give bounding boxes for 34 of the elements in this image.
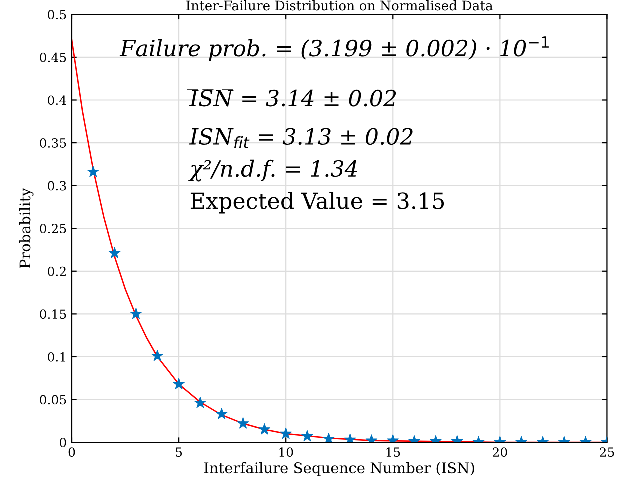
y-tick-label: 0.05	[40, 395, 66, 405]
chart-title: Inter-Failure Distribution on Normalised Data	[186, 0, 494, 11]
point	[173, 378, 185, 390]
y-axis-title: Probability	[19, 188, 34, 268]
annotation: Expected Value = 3.15	[190, 192, 444, 214]
point	[216, 408, 228, 420]
annotation: I̅S̅N̅ = 3.14 ± 0.02	[187, 90, 396, 107]
y-tick-label: 0.35	[40, 138, 66, 148]
y-tick-label: 0.15	[40, 310, 66, 320]
annotation: χ²/n.d.f. = 1.34	[188, 160, 358, 182]
point	[152, 350, 164, 362]
point	[130, 308, 142, 320]
y-tick-label: 0.45	[40, 52, 66, 62]
x-tick-label: 25	[600, 448, 614, 458]
y-tick-label: 0.3	[48, 181, 66, 191]
y-tick-label: 0	[60, 438, 66, 448]
x-tick-label: 0	[68, 448, 76, 458]
y-tick-label: 0.25	[40, 224, 66, 234]
x-axis-title: Interfailure Sequence Number (ISN)	[204, 462, 474, 476]
x-tick-label: 15	[386, 448, 400, 458]
point	[344, 434, 356, 443]
x-tick-label: 5	[176, 448, 182, 458]
annotation: ISN$_{fit}$ = 3.13 ± 0.02	[189, 128, 413, 148]
y-tick-label: 0.4	[48, 96, 66, 106]
point	[108, 247, 121, 258]
y-tick-label: 0.1	[48, 352, 66, 362]
point	[194, 397, 206, 408]
annotation: Failure prob. = (3.199 ± 0.002) · 10$^{−1}$	[120, 36, 549, 62]
point	[323, 432, 335, 443]
y-tick-label: 0.2	[48, 266, 66, 276]
x-tick-label: 10	[280, 448, 294, 458]
y-tick-label: 0.5	[48, 10, 66, 20]
point	[88, 166, 100, 178]
x-tick-label: 20	[493, 448, 508, 458]
